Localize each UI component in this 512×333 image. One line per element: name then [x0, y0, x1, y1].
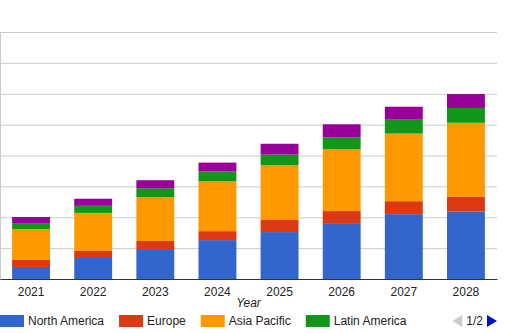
bar-segment	[198, 163, 236, 172]
x-tick-label: 2023	[142, 285, 169, 299]
x-tick-label: 2024	[204, 285, 231, 299]
x-tick: 2027	[390, 279, 417, 299]
bar-segment	[136, 180, 174, 188]
bar-segment	[385, 214, 423, 279]
legend: North America Europe Asia Pacific Latin Ame…	[0, 314, 497, 328]
bar-segment	[198, 231, 236, 240]
bar-segment	[323, 223, 361, 279]
x-tick: 2022	[80, 279, 107, 299]
x-tick-label: 2022	[80, 285, 107, 299]
bar-segment	[74, 213, 112, 251]
legend-item: Europe	[119, 314, 186, 328]
chart: 2021 2022 2023 2024 2025 2026 2027 2028 Year Nort…	[0, 0, 512, 333]
x-tick-label: 2026	[328, 285, 355, 299]
bar-segment	[136, 188, 174, 197]
series	[12, 123, 485, 260]
bar-segment	[447, 123, 485, 197]
bar-segment	[447, 197, 485, 212]
bar-segment	[385, 201, 423, 214]
bar-segment	[12, 229, 50, 260]
bar-segment	[261, 220, 299, 232]
bar-segment	[198, 240, 236, 279]
x-tick-label: 2021	[18, 285, 45, 299]
bar-segment	[136, 197, 174, 241]
bar-segment	[198, 181, 236, 231]
series	[12, 211, 485, 279]
bar-segment	[74, 251, 112, 258]
bar-segment	[12, 260, 50, 267]
bar-segment	[12, 223, 50, 229]
grid-line	[0, 94, 497, 95]
bar-segment	[74, 206, 112, 213]
bar-segment	[136, 249, 174, 279]
bar-segment	[74, 258, 112, 279]
x-tick-label: 2027	[390, 285, 417, 299]
legend-label: Asia Pacific	[229, 314, 291, 328]
series	[12, 197, 485, 267]
y-tick	[0, 63, 497, 64]
bar-segment	[385, 120, 423, 134]
bar-segment	[447, 108, 485, 123]
y-axis	[0, 33, 497, 280]
x-tick: 2026	[328, 279, 355, 299]
bar-segment	[136, 241, 174, 249]
bar-segment	[261, 165, 299, 220]
x-tick-label: 2025	[266, 285, 293, 299]
series	[12, 108, 485, 229]
bar-segment	[261, 144, 299, 155]
legend-swatch	[201, 315, 225, 327]
y-tick	[0, 32, 497, 33]
x-tick: 2021	[18, 279, 45, 299]
bar-segment	[323, 149, 361, 211]
legend-item: Latin America	[306, 314, 407, 328]
legend-swatch	[119, 315, 143, 327]
bar-segment	[323, 137, 361, 149]
legend-item: North America	[0, 314, 104, 328]
bar-segment	[198, 172, 236, 182]
legend-swatch	[0, 315, 24, 327]
x-axis-line	[1, 279, 498, 280]
series	[12, 94, 485, 223]
legend-prev[interactable]	[452, 315, 462, 327]
bar-segment	[447, 211, 485, 279]
x-tick: 2023	[142, 279, 169, 299]
legend-page: 1/2	[466, 314, 483, 328]
bar-segment	[12, 267, 50, 279]
x-tick: 2025	[266, 279, 293, 299]
y-tick	[0, 279, 497, 280]
legend-label: Europe	[147, 314, 186, 328]
bars	[12, 94, 485, 279]
bar-segment	[385, 134, 423, 202]
legend-next[interactable]	[487, 315, 497, 327]
bar-segment	[447, 94, 485, 108]
x-axis-title: Year	[236, 296, 262, 310]
bar-segment	[74, 199, 112, 206]
x-tick: 2028	[453, 279, 480, 299]
y-tick	[0, 94, 497, 95]
legend-label: Latin America	[334, 314, 407, 328]
bar-segment	[261, 232, 299, 279]
grid-line	[0, 63, 497, 64]
legend-label: North America	[28, 314, 104, 328]
x-tick-label: 2028	[453, 285, 480, 299]
bar-segment	[12, 217, 50, 223]
x-tick: 2024	[204, 279, 231, 299]
legend-item: Asia Pacific	[201, 314, 291, 328]
bar-segment	[261, 155, 299, 166]
grid-line	[0, 279, 497, 280]
grid-line	[0, 32, 497, 33]
bar-segment	[385, 107, 423, 120]
bar-segment	[323, 124, 361, 137]
legend-swatch	[306, 315, 330, 327]
bar-segment	[323, 211, 361, 223]
